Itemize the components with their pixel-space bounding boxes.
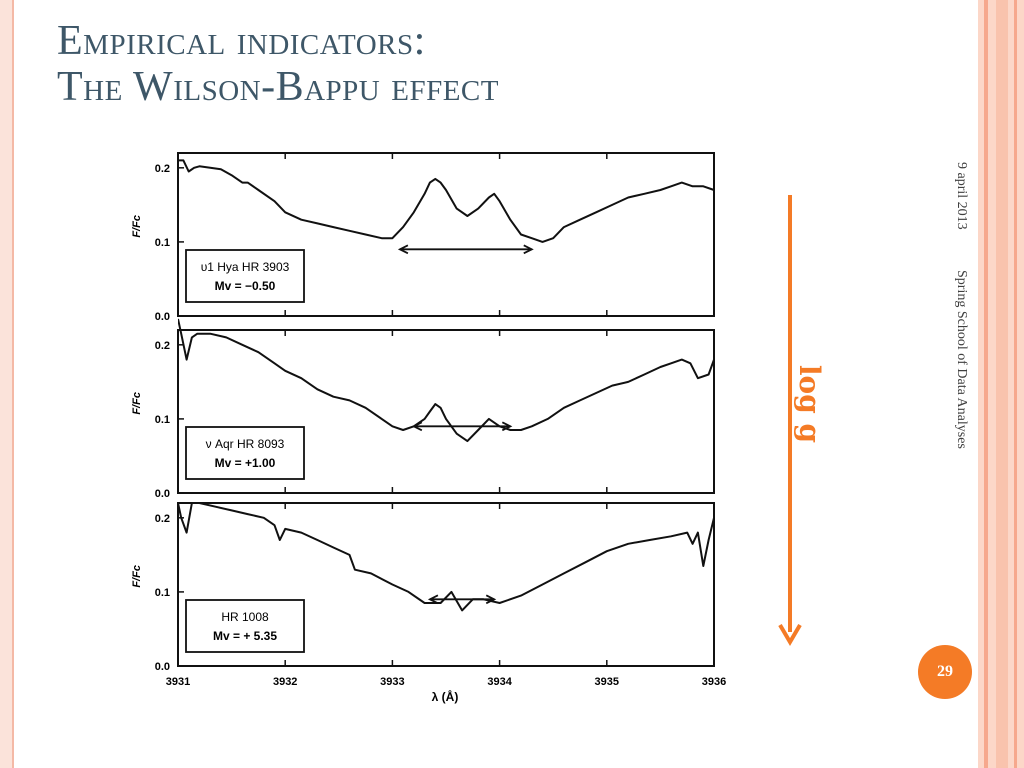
star-name: HR 1008 [221,610,269,624]
arrowhead-right [501,421,513,432]
slide-date: 9 april 2013 [954,162,969,230]
arrowhead-right [485,594,497,605]
x-tick-label: 3935 [595,676,619,688]
spectrum-line [178,318,715,443]
y-axis-label: F/Fc [131,215,143,238]
x-axis-label: λ (Å) [432,689,459,704]
arrowhead-left [397,244,409,255]
arrowhead-right [523,244,534,255]
star-label-box [185,426,305,480]
star-label-box [185,249,305,303]
y-tick-label: 0.1 [155,587,170,599]
page-number-badge: 29 [918,645,972,699]
spectrum-panel-3: 0.0 0.1 0.2 F/Fc HR 1008 Mv = + 5.35 3931 3932 3… [131,502,726,688]
right-stripe-3 [1014,0,1017,768]
star-magnitude: Mv = + 5.35 [213,629,277,643]
arrowhead-left [427,594,439,605]
log-g-arrow-head [778,623,802,646]
star-name: ν Aqr HR 8093 [206,437,285,451]
x-tick-label: 3934 [487,676,512,688]
log-g-annotation: log g [778,195,826,646]
x-tick-label: 3931 [166,676,190,688]
y-tick-label: 0.0 [155,311,170,323]
spectrum-panel-1: 0.0 0.1 0.2 F/Fc υ1 Hya HR 3903 Mv = −0.50 [131,152,715,323]
panel-frame [177,329,715,494]
star-label-box [185,599,305,653]
y-tick-label: 0.2 [155,513,170,525]
left-decoration-stripe [0,0,14,768]
right-stripe-1 [984,0,988,768]
arrowhead-left [411,421,423,432]
y-tick-label: 0.2 [155,340,170,352]
y-axis-label: F/Fc [131,392,143,415]
y-tick-label: 0.0 [155,488,170,500]
slide-title: Empirical indicators: The Wilson-Bappu e… [57,18,757,110]
x-tick-label: 3933 [380,676,404,688]
right-decoration-band [978,0,1024,768]
star-name: υ1 Hya HR 3903 [201,260,290,274]
slide-footer: Spring School of Data Analyses [954,270,969,449]
star-magnitude: Mv = −0.50 [215,279,276,293]
x-tick-label: 3936 [702,676,726,688]
y-axis-label: F/Fc [131,565,143,588]
spectrum-panel-2: 0.0 0.1 0.2 F/Fc ν Aqr HR 8093 Mv = +1.00 [131,318,715,500]
spectrum-line [178,502,715,612]
slide-title-line-2: The Wilson-Bappu effect [57,64,499,110]
y-tick-label: 0.1 [155,414,170,426]
x-tick-label: 3932 [273,676,297,688]
y-tick-label: 0.1 [155,237,170,249]
log-g-label: log g [793,365,826,443]
right-stripe-2 [996,0,1008,768]
panel-frame [177,152,715,317]
star-magnitude: Mv = +1.00 [215,456,276,470]
y-tick-label: 0.0 [155,661,170,673]
panel-frame [177,502,715,667]
slide-title-line-1: Empirical indicators: [57,18,426,64]
spectrum-line [178,159,715,243]
y-tick-label: 0.2 [155,163,170,175]
